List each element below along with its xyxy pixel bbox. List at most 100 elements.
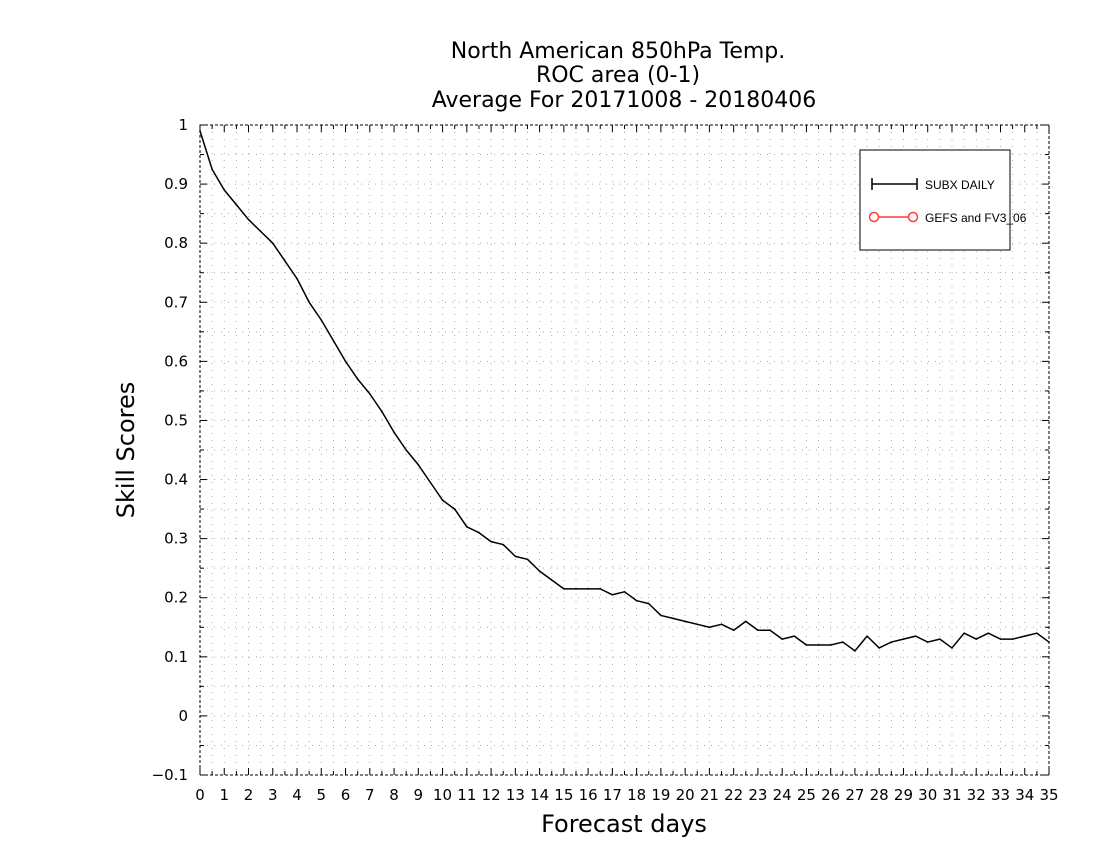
data-point bbox=[744, 620, 747, 623]
data-point bbox=[987, 632, 990, 634]
x-tick-label: 13 bbox=[506, 786, 525, 804]
data-point bbox=[356, 378, 359, 380]
title-line-3: Average For 20171008 - 20180406 bbox=[432, 88, 817, 113]
data-point bbox=[259, 230, 262, 233]
data-point bbox=[708, 626, 711, 629]
data-point bbox=[647, 602, 650, 605]
data-point bbox=[502, 543, 505, 546]
legend-item-1: GEFS and FV3_06 bbox=[868, 211, 1027, 225]
data-point bbox=[769, 629, 771, 632]
data-point bbox=[308, 301, 310, 304]
x-tick-label: 20 bbox=[676, 786, 695, 804]
x-axis-label: Forecast days bbox=[541, 810, 707, 838]
data-point bbox=[757, 629, 759, 632]
data-point bbox=[441, 499, 444, 502]
legend: SUBX DAILY GEFS and FV3_06 bbox=[859, 149, 1027, 251]
x-tick-label: 0 bbox=[195, 786, 205, 804]
chart-title: North American 850hPa Temp. ROC area (0-… bbox=[432, 39, 817, 113]
title-line-1: North American 850hPa Temp. bbox=[451, 39, 786, 64]
x-tick-label: 30 bbox=[918, 786, 937, 804]
data-point bbox=[211, 168, 213, 171]
data-point bbox=[878, 647, 880, 649]
data-point bbox=[550, 579, 553, 581]
data-point bbox=[381, 410, 383, 413]
data-point bbox=[271, 242, 274, 244]
data-point bbox=[890, 641, 893, 643]
data-point bbox=[611, 593, 614, 596]
data-point bbox=[599, 588, 602, 590]
x-tick-label: 10 bbox=[433, 786, 452, 804]
x-tick-label: 35 bbox=[1039, 786, 1058, 804]
x-tick-label: 33 bbox=[991, 786, 1010, 804]
data-point bbox=[453, 508, 456, 510]
data-point bbox=[1036, 632, 1038, 634]
x-tick-label: 21 bbox=[700, 786, 719, 804]
x-tick-label: 5 bbox=[317, 786, 327, 804]
y-tick-label: 0.1 bbox=[164, 648, 188, 666]
data-point bbox=[405, 449, 407, 451]
y-tick-label: 1 bbox=[178, 116, 188, 134]
data-point bbox=[720, 623, 723, 626]
x-tick-label: 22 bbox=[724, 786, 743, 804]
x-tick-label: 31 bbox=[942, 786, 961, 804]
data-point bbox=[999, 638, 1002, 640]
x-tick-label: 14 bbox=[530, 786, 549, 804]
data-point bbox=[478, 531, 480, 534]
legend-circle-left bbox=[868, 211, 880, 223]
data-point bbox=[587, 588, 589, 590]
x-tick-label: 7 bbox=[365, 786, 375, 804]
x-tick-label: 28 bbox=[870, 786, 889, 804]
data-point bbox=[247, 218, 250, 221]
data-point bbox=[975, 638, 978, 640]
data-point bbox=[332, 339, 335, 342]
x-tick-label: 4 bbox=[292, 786, 302, 804]
y-axis-label: Skill Scores bbox=[112, 382, 140, 519]
data-point bbox=[963, 632, 965, 634]
data-point bbox=[429, 481, 432, 484]
x-tick-label: 16 bbox=[579, 786, 598, 804]
data-point bbox=[793, 635, 796, 637]
data-point bbox=[696, 623, 699, 626]
data-point bbox=[939, 638, 941, 640]
data-point bbox=[284, 260, 286, 262]
y-tick-label: −0.1 bbox=[152, 766, 188, 784]
data-point bbox=[223, 189, 226, 191]
y-tick-label: 0.9 bbox=[164, 175, 188, 193]
data-point bbox=[914, 635, 917, 637]
y-tick-label: 0.7 bbox=[164, 293, 188, 311]
x-tick-label: 25 bbox=[797, 786, 816, 804]
data-point bbox=[805, 644, 808, 646]
data-point bbox=[393, 431, 395, 434]
x-tick-label: 27 bbox=[845, 786, 864, 804]
data-point bbox=[842, 641, 844, 643]
y-tick-label: 0 bbox=[178, 707, 188, 725]
data-point bbox=[538, 570, 541, 572]
x-tick-label: 24 bbox=[773, 786, 792, 804]
x-tick-label: 18 bbox=[627, 786, 646, 804]
x-tick-label: 6 bbox=[341, 786, 351, 804]
x-tick-label: 15 bbox=[554, 786, 573, 804]
data-point bbox=[417, 463, 420, 466]
data-point bbox=[672, 617, 674, 620]
y-tick-label: 0.2 bbox=[164, 589, 188, 607]
x-tick-label: 29 bbox=[894, 786, 913, 804]
data-point bbox=[575, 588, 577, 590]
legend-box bbox=[859, 149, 1011, 251]
title-line-2: ROC area (0-1) bbox=[536, 63, 700, 88]
legend-label-0: SUBX DAILY bbox=[925, 178, 995, 192]
y-tick-label: 0.5 bbox=[164, 411, 188, 429]
data-point bbox=[369, 393, 371, 395]
legend-label-1: GEFS and FV3_06 bbox=[925, 211, 1027, 225]
x-tick-label: 19 bbox=[651, 786, 670, 804]
axis-ticks bbox=[199, 124, 1050, 776]
data-point bbox=[854, 650, 856, 652]
x-tick-label: 23 bbox=[748, 786, 767, 804]
data-point bbox=[235, 203, 238, 206]
data-point bbox=[1011, 638, 1014, 640]
data-point bbox=[951, 647, 953, 649]
data-point bbox=[829, 644, 832, 646]
legend-circle-right bbox=[907, 211, 919, 223]
data-point bbox=[320, 319, 323, 321]
data-point bbox=[781, 638, 783, 640]
